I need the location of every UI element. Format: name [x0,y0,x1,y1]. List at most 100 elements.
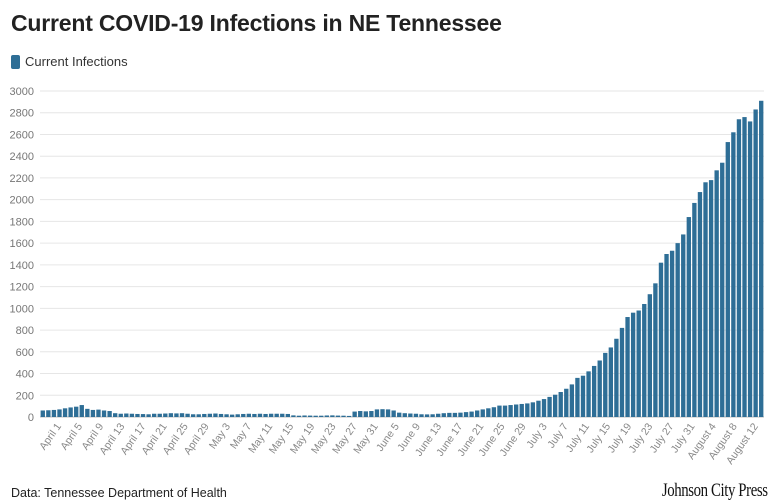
bar[interactable] [653,283,658,417]
bar[interactable] [547,396,552,417]
bar[interactable] [218,413,224,417]
bar[interactable] [692,202,697,417]
bar[interactable] [241,413,246,417]
bar[interactable] [658,262,664,417]
bar[interactable] [475,410,480,417]
bar[interactable] [341,415,346,417]
bar[interactable] [424,414,430,417]
bar[interactable] [742,117,747,417]
bar[interactable] [213,413,218,417]
bar[interactable] [319,415,324,417]
bar[interactable] [346,415,352,417]
bar[interactable] [46,410,51,417]
bar[interactable] [391,410,396,417]
bar[interactable] [385,409,391,417]
bar[interactable] [725,142,730,417]
bar[interactable] [51,409,57,417]
bar[interactable] [625,317,630,417]
bar[interactable] [753,109,758,417]
bar[interactable] [552,394,558,417]
bar[interactable] [185,413,190,417]
bar[interactable] [619,327,625,417]
bar[interactable] [486,408,491,417]
bar[interactable] [530,402,536,417]
bar[interactable] [508,405,513,417]
bar[interactable] [669,250,675,417]
bar[interactable] [447,412,452,417]
bar[interactable] [397,412,402,417]
bar[interactable] [179,413,185,417]
bar[interactable] [202,413,207,417]
bar[interactable] [107,411,112,417]
bar[interactable] [480,409,485,417]
bar[interactable] [374,409,380,417]
bar[interactable] [302,415,307,417]
bar[interactable] [369,411,374,417]
bar[interactable] [558,392,563,417]
bar[interactable] [413,413,419,417]
bar[interactable] [307,415,313,417]
bar[interactable] [263,413,268,417]
bar[interactable] [591,365,597,417]
bar[interactable] [129,413,135,417]
bar[interactable] [57,409,62,417]
bar[interactable] [96,409,101,417]
bar[interactable] [630,312,636,417]
bar[interactable] [419,414,424,417]
bar[interactable] [597,360,602,417]
bar[interactable] [569,384,575,417]
bar[interactable] [575,377,580,417]
bar[interactable] [647,294,652,417]
bar[interactable] [124,413,129,417]
bar[interactable] [664,254,669,417]
bar[interactable] [296,415,302,417]
bar[interactable] [229,414,235,417]
bar[interactable] [681,234,686,417]
bar[interactable] [458,412,463,417]
bar[interactable] [101,410,107,417]
bar[interactable] [408,413,413,417]
bar[interactable] [586,371,591,417]
bar[interactable] [580,375,586,417]
bar[interactable] [497,405,502,417]
bar[interactable] [235,414,240,417]
bar[interactable] [686,217,691,417]
bar[interactable] [246,413,252,417]
bar[interactable] [40,410,45,417]
bar[interactable] [525,403,530,417]
bar[interactable] [441,413,446,417]
bar[interactable] [703,182,708,417]
bar[interactable] [285,413,290,417]
bar[interactable] [79,405,84,417]
bar[interactable] [491,407,497,417]
bar[interactable] [502,405,508,417]
bar[interactable] [736,119,742,417]
bar[interactable] [274,413,279,417]
bar[interactable] [708,180,714,417]
bar[interactable] [62,408,68,417]
bar[interactable] [291,415,296,417]
bar[interactable] [714,170,719,417]
bar[interactable] [514,404,519,418]
bar[interactable] [759,100,764,417]
bar[interactable] [564,388,569,417]
bar[interactable] [335,415,341,417]
bar[interactable] [118,413,123,417]
bar[interactable] [190,414,196,417]
bar[interactable] [363,411,368,417]
bar[interactable] [74,406,79,417]
bar[interactable] [85,408,90,417]
bar[interactable] [207,413,213,417]
bar[interactable] [224,414,229,417]
bar[interactable] [463,412,469,417]
bar[interactable] [731,132,736,418]
bar[interactable] [152,413,157,417]
bar[interactable] [168,413,174,417]
bar[interactable] [330,415,335,417]
bar[interactable] [636,310,641,417]
bar[interactable] [252,413,257,417]
bar[interactable] [608,347,614,417]
bar[interactable] [675,243,680,417]
bar[interactable] [68,407,73,417]
bar[interactable] [196,414,201,417]
